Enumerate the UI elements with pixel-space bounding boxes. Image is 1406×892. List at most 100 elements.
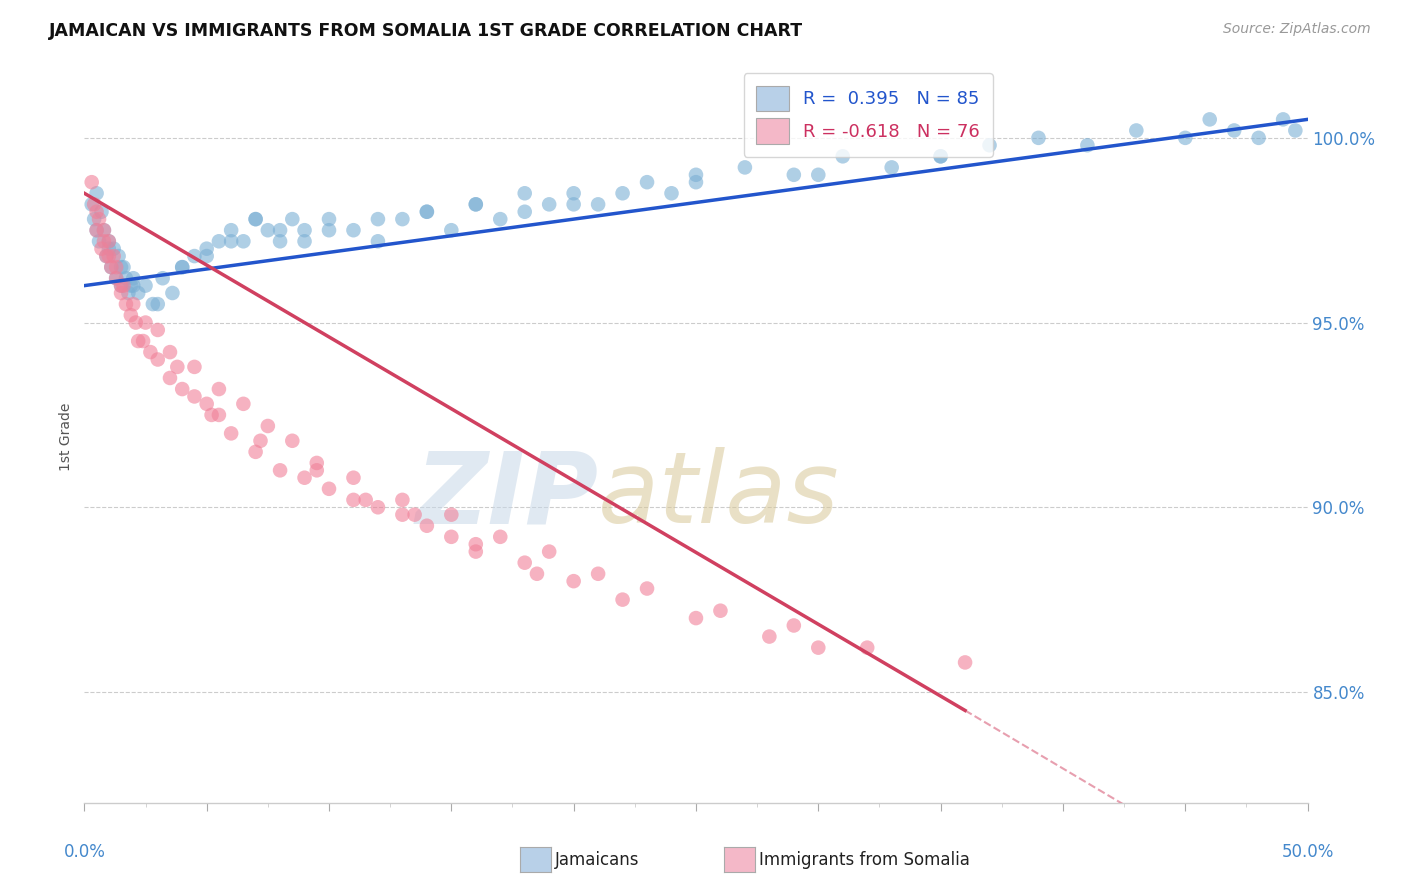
Point	[103, 249, 125, 263]
Point	[440, 508, 463, 522]
Point	[416, 518, 439, 533]
Point	[232, 397, 254, 411]
Point	[103, 242, 125, 256]
Point	[245, 212, 267, 227]
Point	[269, 223, 291, 237]
Point	[139, 345, 162, 359]
Point	[110, 260, 132, 274]
Point	[1223, 123, 1246, 137]
Point	[294, 471, 316, 485]
Point	[404, 508, 426, 522]
Point	[612, 592, 634, 607]
Text: Jamaicans: Jamaicans	[555, 851, 640, 869]
Point	[416, 204, 439, 219]
Point	[562, 574, 585, 589]
Point	[661, 186, 683, 201]
Point	[464, 544, 486, 558]
Point	[97, 235, 120, 249]
Point	[464, 197, 486, 211]
Point	[636, 175, 658, 189]
Point	[80, 197, 103, 211]
Point	[172, 260, 194, 274]
Point	[86, 223, 108, 237]
Point	[93, 223, 115, 237]
Point	[257, 419, 280, 434]
Point	[257, 223, 280, 237]
Point	[195, 397, 218, 411]
Point	[162, 285, 184, 300]
Text: Source: ZipAtlas.com: Source: ZipAtlas.com	[1223, 22, 1371, 37]
Point	[440, 530, 463, 544]
Point	[97, 235, 120, 249]
Point	[929, 149, 952, 163]
Point	[200, 408, 222, 422]
Point	[391, 492, 413, 507]
Point	[93, 223, 115, 237]
Text: atlas: atlas	[598, 447, 839, 544]
Point	[146, 323, 169, 337]
Point	[685, 168, 707, 182]
Point	[513, 556, 536, 570]
Point	[367, 235, 389, 249]
Point	[120, 308, 142, 322]
Point	[127, 285, 149, 300]
Point	[526, 566, 548, 581]
Point	[105, 271, 128, 285]
Point	[269, 463, 291, 477]
Point	[1076, 138, 1098, 153]
Point	[685, 175, 707, 189]
Point	[416, 204, 439, 219]
Text: 0.0%: 0.0%	[63, 843, 105, 861]
Point	[135, 278, 157, 293]
Point	[172, 260, 194, 274]
Point	[953, 656, 976, 670]
Point	[86, 186, 108, 201]
Point	[105, 260, 128, 274]
Point	[269, 235, 291, 249]
Point	[342, 471, 364, 485]
Point	[97, 242, 120, 256]
Point	[97, 249, 120, 263]
Point	[979, 138, 1001, 153]
Y-axis label: 1st Grade: 1st Grade	[59, 403, 73, 471]
Point	[354, 492, 377, 507]
Point	[122, 297, 145, 311]
Text: 50.0%: 50.0%	[1281, 843, 1334, 861]
Point	[115, 271, 138, 285]
Point	[612, 186, 634, 201]
Point	[513, 204, 536, 219]
Point	[929, 149, 952, 163]
Point	[281, 212, 304, 227]
Point	[100, 260, 122, 274]
Point	[538, 544, 561, 558]
Point	[219, 426, 242, 441]
Point	[219, 223, 242, 237]
Point	[112, 278, 135, 293]
Point	[342, 492, 364, 507]
Point	[120, 278, 142, 293]
Point	[367, 212, 389, 227]
Point	[294, 223, 316, 237]
Point	[856, 640, 879, 655]
Point	[1247, 131, 1270, 145]
Point	[538, 197, 561, 211]
Point	[83, 197, 105, 211]
Point	[105, 271, 128, 285]
Point	[391, 212, 413, 227]
Point	[90, 242, 112, 256]
Point	[709, 604, 731, 618]
Point	[208, 235, 231, 249]
Point	[1198, 112, 1220, 127]
Point	[294, 235, 316, 249]
Point	[562, 186, 585, 201]
Point	[1284, 123, 1306, 137]
Point	[1028, 131, 1050, 145]
Point	[142, 297, 165, 311]
Point	[208, 408, 231, 422]
Point	[586, 197, 609, 211]
Point	[249, 434, 271, 448]
Point	[513, 186, 536, 201]
Point	[125, 316, 148, 330]
Point	[1272, 112, 1295, 127]
Point	[281, 434, 304, 448]
